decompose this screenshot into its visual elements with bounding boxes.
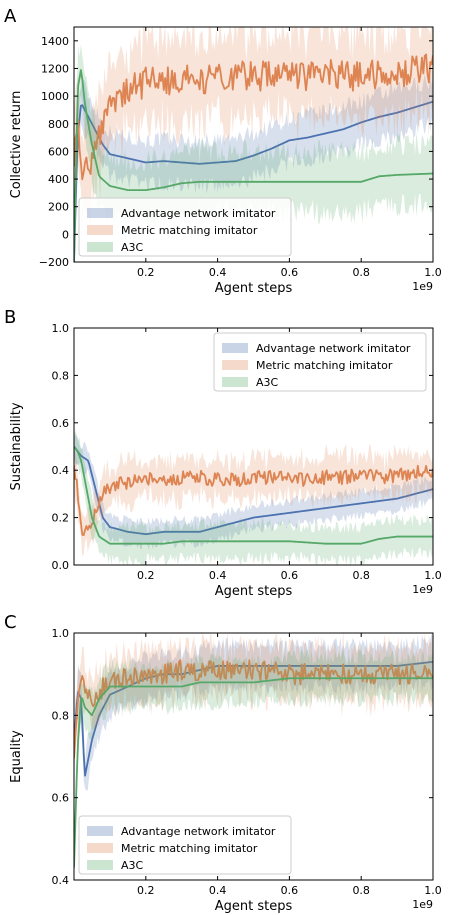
series-band-blue [74, 73, 433, 262]
axes-frame [73, 327, 434, 566]
legend-label: Advantage network imitator [256, 342, 411, 355]
x-axis-label: Agent steps [215, 899, 293, 914]
legend-swatch-green [87, 860, 113, 870]
legend-swatch-green [222, 377, 248, 387]
y-tick-label: 800 [48, 118, 69, 131]
y-tick-label: 0.4 [52, 874, 70, 887]
legend-swatch-blue [222, 343, 248, 353]
legend-swatch-orange [87, 843, 113, 853]
legend: Advantage network imitator Metric matchin… [78, 815, 292, 875]
series-band-green [74, 429, 433, 565]
legend-box [78, 197, 292, 257]
plot-area [74, 633, 433, 880]
legend-label: Advantage network imitator [121, 207, 276, 220]
legend: Advantage network imitator Metric matchin… [78, 197, 292, 257]
x-tick-label: 0.8 [352, 266, 370, 279]
y-tick-label: 1400 [41, 35, 69, 48]
x-tick-label: 0.8 [352, 569, 370, 582]
y-tick-label: 0.8 [52, 709, 70, 722]
x-tick-label: 1.0 [424, 569, 442, 582]
y-axis-label: Equality [9, 730, 24, 783]
legend-swatch-blue [87, 826, 113, 836]
x-axis-label: Agent steps [215, 281, 293, 296]
series-line-orange [74, 53, 433, 181]
series-line-green [74, 445, 433, 545]
legend-label: Advantage network imitator [121, 825, 276, 838]
y-tick-label: 1200 [41, 62, 69, 75]
x-tick-label: 0.4 [209, 569, 227, 582]
panel-letter: B [4, 307, 16, 328]
panel-letter: C [4, 612, 17, 633]
y-axis-label: Collective return [9, 91, 24, 199]
x-tick-label: 0.2 [137, 266, 155, 279]
y-tick-label: 0.4 [52, 464, 70, 477]
panel-C: 0.2 0.4 0.6 0.8 1.0 0.4 0.6 0.8 1.0 Agent steps Eq… [4, 612, 442, 914]
x-tick-label: 0.2 [137, 884, 155, 897]
panel-B: 0.2 0.4 0.6 0.8 1.0 0.0 0.2 0.4 0.6 0.8 1.0 Agent s… [4, 307, 442, 599]
y-tick-label: 0 [62, 228, 69, 241]
series-line-orange [74, 464, 433, 537]
y-tick-label: −200 [39, 256, 69, 269]
legend-label: Metric matching imitator [121, 842, 258, 855]
legend-box [78, 815, 292, 875]
x-multiplier-label: 1e9 [412, 280, 433, 293]
legend-box [213, 332, 427, 392]
legend-swatch-orange [87, 225, 113, 235]
legend-swatch-blue [87, 208, 113, 218]
x-multiplier-label: 1e9 [412, 898, 433, 911]
x-tick-label: 1.0 [424, 266, 442, 279]
legend-label: Metric matching imitator [256, 359, 393, 372]
panel-A: 0.2 0.4 0.6 0.8 1.0 −200 0 200 400 600 800 1000 1200… [4, 6, 442, 296]
x-tick-label: 1.0 [424, 884, 442, 897]
y-tick-label: 0.6 [52, 792, 70, 805]
y-axis-label: Sustainability [9, 402, 24, 490]
legend-label: A3C [121, 859, 144, 872]
y-tick-label: 1.0 [52, 627, 70, 640]
x-tick-label: 0.6 [281, 884, 299, 897]
plot-area [74, 429, 433, 565]
series-band-orange [74, 442, 433, 557]
series-line-blue [74, 445, 433, 536]
x-tick-label: 0.4 [209, 884, 227, 897]
legend: Advantage network imitator Metric matchin… [213, 332, 427, 392]
y-tick-label: 400 [48, 173, 69, 186]
x-tick-label: 0.6 [281, 569, 299, 582]
x-axis-label: Agent steps [215, 584, 293, 599]
x-tick-label: 0.8 [352, 884, 370, 897]
axes-frame [73, 26, 434, 263]
axes-frame [73, 632, 434, 881]
series-line-green [74, 69, 433, 262]
x-tick-label: 0.4 [209, 266, 227, 279]
legend-swatch-orange [222, 360, 248, 370]
legend-label: A3C [121, 241, 144, 254]
y-tick-label: 200 [48, 201, 69, 214]
y-tick-label: 600 [48, 145, 69, 158]
series-line-green [74, 677, 433, 868]
y-tick-label: 0.2 [52, 512, 70, 525]
y-tick-label: 0.0 [52, 559, 70, 572]
legend-label: Metric matching imitator [121, 224, 258, 237]
y-tick-label: 0.6 [52, 417, 70, 430]
legend-swatch-green [87, 242, 113, 252]
series-line-blue [74, 100, 433, 262]
y-tick-label: 0.8 [52, 369, 70, 382]
x-multiplier-label: 1e9 [412, 583, 433, 596]
y-tick-label: 1000 [41, 90, 69, 103]
series-band-blue [74, 433, 433, 551]
series-band-green [74, 649, 433, 880]
legend-label: A3C [256, 376, 279, 389]
panel-letter: A [4, 6, 17, 27]
y-tick-label: 1.0 [52, 322, 70, 335]
series-line-orange [74, 659, 433, 759]
x-tick-label: 0.2 [137, 569, 155, 582]
x-tick-label: 0.6 [281, 266, 299, 279]
